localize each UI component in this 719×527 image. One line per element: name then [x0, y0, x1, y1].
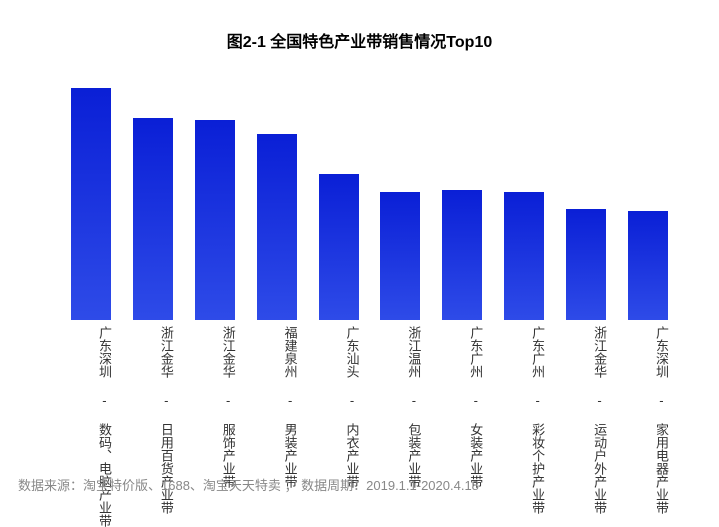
x-axis-label: 广东深圳 - 数码、电脑产业带	[71, 326, 111, 527]
x-axis-label: 广东广州 - 女装产业带	[442, 326, 482, 527]
x-axis-label: 福建泉州 - 男装产业带	[257, 326, 297, 527]
x-axis-label: 广东深圳 - 家用电器产业带	[628, 326, 668, 527]
bar	[319, 174, 359, 320]
x-axis-label: 浙江金华 - 服饰产业带	[195, 326, 235, 527]
chart-container: 图2-1 全国特色产业带销售情况Top10 广东深圳 - 数码、电脑产业带浙江金…	[0, 0, 719, 508]
x-axis-label: 浙江金华 - 日用百货产业带	[133, 326, 173, 527]
x-axis-labels: 广东深圳 - 数码、电脑产业带浙江金华 - 日用百货产业带浙江金华 - 服饰产业…	[60, 326, 679, 527]
x-axis-label: 广东汕头 - 内衣产业带	[319, 326, 359, 527]
bar	[380, 192, 420, 320]
bar	[504, 192, 544, 320]
bar	[566, 209, 606, 320]
x-axis-label: 浙江金华 - 运动户外产业带	[566, 326, 606, 527]
data-source-footer: 数据来源：淘宝特价版、1688、淘宝天天特卖 ； 数据周期：2019.1.1-2…	[18, 475, 479, 494]
bar	[195, 120, 235, 320]
x-axis-label: 浙江温州 - 包装产业带	[380, 326, 420, 527]
bar	[442, 190, 482, 320]
chart-title: 图2-1 全国特色产业带销售情况Top10	[0, 0, 719, 52]
x-axis-label: 广东广州 - 彩妆个护产业带	[504, 326, 544, 527]
bar-plot-area	[60, 88, 679, 320]
bar	[628, 211, 668, 320]
bar	[133, 118, 173, 320]
bar	[257, 134, 297, 320]
bar	[71, 88, 111, 320]
